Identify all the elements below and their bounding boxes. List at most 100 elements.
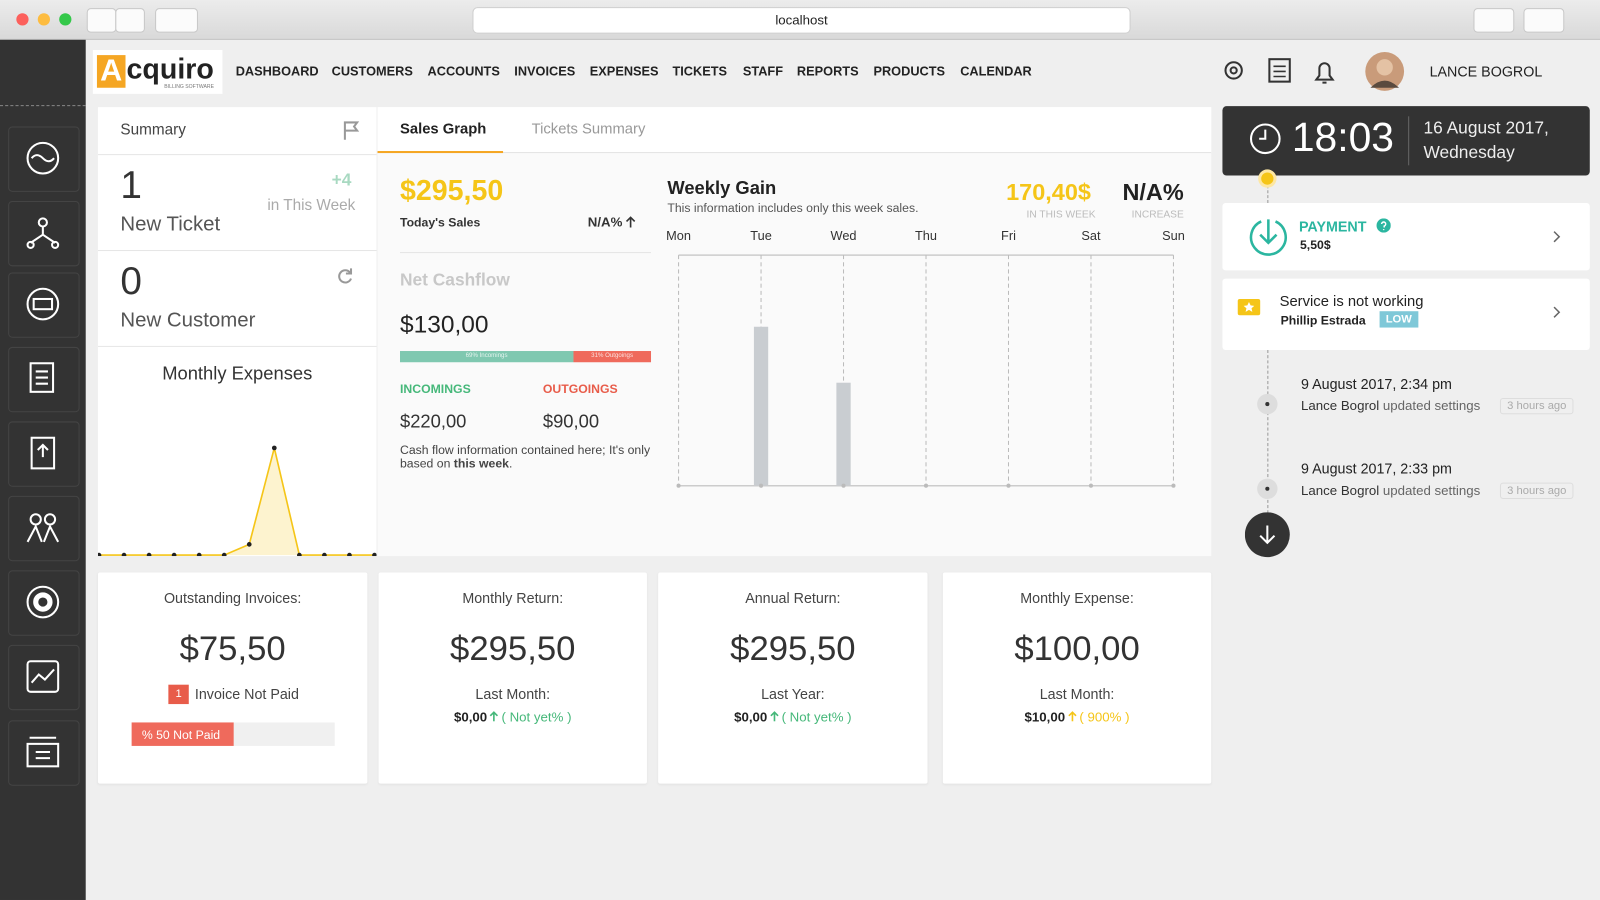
logo-tagline: BILLING SOFTWARE (164, 83, 214, 90)
zoom-button[interactable] (59, 13, 72, 26)
tab[interactable]: Tickets Summary (531, 121, 646, 138)
load-more-button[interactable] (1244, 512, 1292, 559)
sidebar-item[interactable] (8, 495, 80, 562)
chart-title: Monthly Expenses (162, 363, 313, 384)
tab-active[interactable]: Sales Graph (399, 121, 487, 138)
timeline-dot (1258, 169, 1277, 188)
up-arrow (770, 711, 779, 722)
timeline-ago: 3 hours ago (1499, 397, 1574, 415)
payment-card[interactable]: PAYMENT 5,50$ (1222, 203, 1590, 271)
clock-weekday: Wednesday (1423, 142, 1515, 163)
sidebar-item[interactable] (8, 570, 80, 636)
bell-icon[interactable] (1314, 62, 1335, 84)
last-value: $0,00 (734, 709, 768, 725)
day-dot (923, 483, 929, 488)
nav-item[interactable]: CALENDAR (960, 64, 1032, 79)
nav-item[interactable]: EXPENSES (589, 64, 659, 79)
day-dot (1088, 483, 1094, 488)
split-label: 31% Outgoings (591, 353, 634, 360)
back-button[interactable] (86, 8, 117, 33)
clock-date: 16 August 2017, (1423, 118, 1549, 138)
timeline-dot (1257, 393, 1278, 415)
chevron (1553, 231, 1561, 243)
up-arrow (1068, 711, 1077, 722)
user-name[interactable]: LANCE BOGROL (1429, 63, 1543, 80)
avatar[interactable] (1364, 51, 1405, 92)
notes-icon[interactable] (1268, 58, 1291, 83)
last-label: Last Year: (761, 685, 825, 703)
change: ( Not yet% ) (781, 709, 852, 725)
address-bar[interactable]: localhost (472, 7, 1131, 34)
timeline-ago: 3 hours ago (1499, 482, 1574, 499)
card-title: Monthly Return: (462, 589, 564, 607)
sidebar-icon (26, 660, 60, 693)
settings-icon[interactable] (1224, 61, 1243, 80)
expenses-chart (97, 445, 377, 557)
timeline-dot-core (1265, 402, 1270, 407)
sidebar-item[interactable] (8, 201, 80, 267)
nav-item[interactable]: TICKETS (672, 64, 728, 79)
forward-button[interactable] (115, 8, 145, 33)
tabs-button[interactable] (1523, 8, 1565, 33)
point (347, 552, 352, 557)
nav-item[interactable]: DASHBOARD (235, 64, 319, 79)
weekly-title: Weekly Gain (667, 177, 777, 198)
outgoings-label: OUTGOINGS (542, 381, 618, 396)
refresh-icon[interactable] (335, 266, 355, 286)
card-title: Annual Return: (745, 589, 841, 607)
last-label: Last Month: (1039, 685, 1115, 703)
sidebar-icons (26, 141, 60, 768)
day-dot (1006, 483, 1011, 488)
help-icon (1376, 218, 1391, 233)
sidebar-button[interactable] (155, 8, 198, 33)
share-button[interactable] (1473, 8, 1515, 33)
nav-item[interactable]: INVOICES (514, 64, 576, 79)
up-arrow (625, 216, 636, 228)
logo-name: cquiro (126, 53, 214, 85)
clock-time: 18:03 (1291, 115, 1394, 161)
nav-item[interactable]: PRODUCTS (873, 64, 946, 79)
clock-icon (1249, 123, 1281, 155)
sidebar-item[interactable] (8, 720, 80, 786)
last-label: Last Month: (475, 685, 551, 703)
note-text: Cash flow information contained here; It… (399, 442, 651, 471)
timeline-user: Lance Bogrol (1301, 397, 1380, 414)
summary-panel: Summary 1 New Ticket +4 in This Week 0 N… (97, 107, 377, 557)
sidebar-item[interactable] (8, 346, 80, 413)
cashflow-bar: 69% Incomings 31% Outgoings (399, 351, 651, 363)
ticket-period: in This Week (267, 196, 356, 215)
nav-item[interactable]: REPORTS (796, 64, 859, 79)
timeline-text: Lance Bogrol updated settings (1301, 483, 1480, 498)
timeline-action: updated settings (1382, 482, 1481, 498)
logo[interactable]: A cquiro BILLING SOFTWARE (92, 49, 223, 94)
close-button[interactable] (16, 13, 29, 26)
point (97, 552, 102, 557)
sidebar-icon (26, 217, 60, 249)
today-value: $295,50 (399, 174, 504, 207)
nav-item[interactable]: CUSTOMERS (331, 64, 413, 79)
ticket-card[interactable]: Service is not working Phillip Estrada L… (1222, 278, 1590, 350)
minimize-button[interactable] (37, 13, 50, 26)
progress-fill (131, 722, 234, 746)
nav-item[interactable]: ACCOUNTS (427, 64, 500, 79)
card-value: $295,50 (450, 629, 576, 669)
x-tick-label: Wed (831, 228, 857, 243)
bar (753, 326, 769, 486)
week-total: 170,40$ (1006, 178, 1091, 206)
sidebar-item[interactable] (8, 421, 80, 487)
point (171, 552, 177, 557)
nav-item[interactable]: STAFF (742, 64, 783, 79)
customer-label: New Customer (120, 309, 256, 332)
point (322, 552, 327, 557)
cashflow-note: Cash flow information contained here; It… (399, 442, 655, 471)
sidebar-item[interactable] (8, 644, 80, 711)
sidebar-item[interactable] (8, 272, 80, 338)
day-dot (1171, 483, 1176, 488)
cashflow-title: Net Cashflow (399, 270, 510, 290)
sidebar-icon (30, 436, 56, 470)
sidebar-icon (29, 362, 55, 393)
sidebar-item[interactable] (8, 126, 80, 192)
